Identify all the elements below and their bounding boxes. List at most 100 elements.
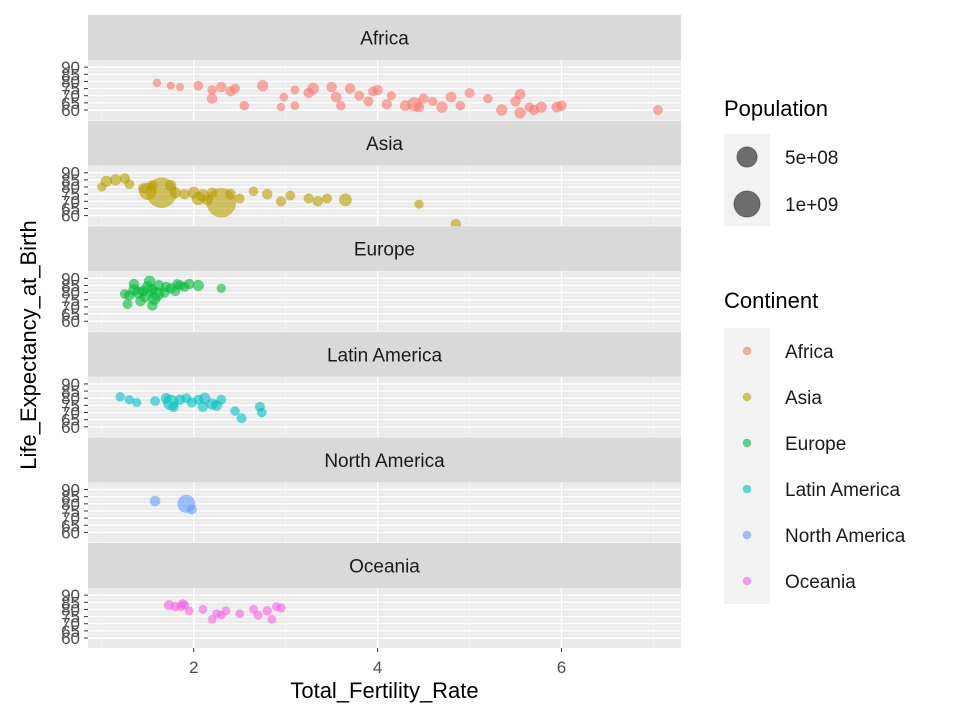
facet-strip bbox=[88, 226, 681, 272]
y-tick-label: 75 bbox=[61, 502, 80, 521]
y-tick-label: 75 bbox=[61, 185, 80, 204]
data-point bbox=[176, 601, 186, 612]
legend-size-key bbox=[733, 190, 761, 218]
legend-color-key bbox=[742, 484, 752, 494]
data-point bbox=[279, 92, 289, 102]
data-point bbox=[147, 300, 158, 311]
y-tick-label: 90 bbox=[61, 269, 80, 288]
legend-key-background bbox=[724, 328, 770, 604]
y-tick-label: 60 bbox=[61, 523, 80, 542]
data-point bbox=[199, 392, 211, 404]
y-tick-label: 60 bbox=[61, 629, 80, 648]
y-tick-label: 80 bbox=[61, 495, 80, 514]
y-tick-label: 90 bbox=[61, 481, 80, 500]
y-tick-label: 85 bbox=[61, 171, 80, 190]
facet-strip-label: Europe bbox=[354, 240, 415, 261]
data-point bbox=[168, 401, 179, 413]
y-tick-label: 90 bbox=[61, 58, 80, 77]
y-tick-label: 70 bbox=[61, 615, 80, 634]
x-tick-label: 4 bbox=[373, 658, 382, 677]
data-point bbox=[514, 107, 526, 119]
facet-panels: Africa60657075808590Asia60657075808590Eu… bbox=[61, 15, 681, 648]
data-point bbox=[183, 278, 195, 290]
y-tick-label: 75 bbox=[61, 396, 80, 415]
y-tick-label: 65 bbox=[61, 94, 80, 113]
y-tick-label: 70 bbox=[61, 509, 80, 528]
y-tick-label: 80 bbox=[61, 72, 80, 91]
data-point bbox=[344, 83, 356, 94]
y-tick-label: 60 bbox=[61, 312, 80, 331]
y-tick-label: 85 bbox=[61, 593, 80, 612]
facet-strip bbox=[88, 331, 681, 377]
legend-color-key bbox=[742, 438, 752, 448]
data-point bbox=[275, 196, 287, 207]
y-tick-label: 85 bbox=[61, 276, 80, 295]
x-tick-label: 2 bbox=[189, 658, 198, 677]
panel-background bbox=[88, 588, 681, 648]
legend-size-label: 5e+08 bbox=[785, 148, 838, 169]
data-point bbox=[207, 614, 217, 624]
legend-color-key bbox=[742, 346, 752, 356]
data-point bbox=[267, 614, 277, 624]
legend-color-label: North America bbox=[785, 526, 906, 547]
facet-strip-label: Africa bbox=[360, 29, 409, 50]
data-point bbox=[132, 397, 142, 408]
y-tick-label: 80 bbox=[61, 284, 80, 303]
facet-strip bbox=[88, 543, 681, 588]
data-point bbox=[224, 188, 237, 200]
legend-color-key bbox=[742, 576, 752, 586]
data-point bbox=[354, 90, 365, 101]
data-point bbox=[445, 91, 457, 103]
x-axis-title: Total_Fertility_Rate bbox=[290, 678, 478, 703]
data-point bbox=[192, 279, 205, 292]
data-point bbox=[290, 101, 300, 111]
data-point bbox=[221, 606, 231, 616]
y-tick-label: 85 bbox=[61, 65, 80, 84]
y-tick-label: 90 bbox=[61, 164, 80, 183]
data-point bbox=[363, 96, 374, 107]
data-point bbox=[326, 81, 337, 93]
y-tick-label: 65 bbox=[61, 516, 80, 535]
data-point bbox=[285, 190, 296, 201]
data-point bbox=[407, 97, 422, 112]
legend-population-title: Population bbox=[724, 96, 828, 121]
data-point bbox=[556, 100, 567, 111]
data-point bbox=[139, 291, 151, 303]
legend-color-key bbox=[742, 530, 752, 540]
y-tick-label: 70 bbox=[61, 87, 80, 106]
panel-background bbox=[88, 482, 681, 543]
y-tick-label: 85 bbox=[61, 488, 80, 507]
data-point bbox=[653, 104, 664, 116]
data-point bbox=[436, 101, 448, 113]
y-tick-label: 75 bbox=[61, 291, 80, 310]
y-tick-label: 75 bbox=[61, 608, 80, 627]
data-point bbox=[207, 85, 217, 95]
data-point bbox=[495, 104, 508, 116]
data-point bbox=[256, 407, 267, 418]
legend-size-label: 1e+09 bbox=[785, 195, 838, 216]
facet-strip-label: North America bbox=[324, 451, 445, 472]
data-point bbox=[216, 283, 226, 294]
data-point bbox=[149, 495, 161, 507]
data-point bbox=[236, 413, 247, 424]
data-point bbox=[514, 88, 526, 100]
y-tick-label: 80 bbox=[61, 389, 80, 408]
data-point bbox=[216, 394, 227, 405]
facet-strip bbox=[88, 120, 681, 166]
legend-population: Population 5e+08 1e+09 bbox=[724, 96, 838, 226]
y-tick-label: 70 bbox=[61, 298, 80, 317]
y-tick-label: 90 bbox=[61, 375, 80, 394]
y-tick-label: 65 bbox=[61, 622, 80, 641]
y-tick-label: 70 bbox=[61, 192, 80, 211]
data-point bbox=[184, 606, 194, 616]
data-point bbox=[234, 193, 245, 204]
data-point bbox=[97, 182, 107, 192]
data-point bbox=[338, 193, 352, 207]
data-point bbox=[372, 84, 383, 96]
data-point bbox=[216, 81, 227, 93]
legend-color-label: Oceania bbox=[785, 572, 856, 593]
